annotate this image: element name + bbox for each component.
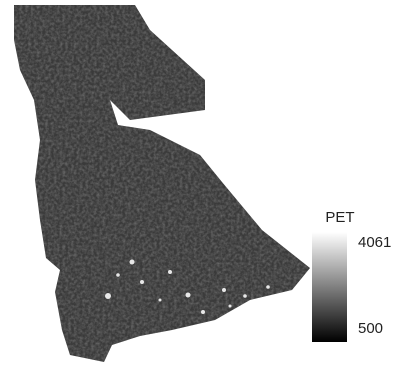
pet-raster [0, 0, 320, 366]
legend-title: PET [325, 209, 354, 226]
map: PET 4061 500 [0, 0, 416, 366]
legend-max: 4061 [358, 234, 391, 251]
colorbar [312, 232, 347, 342]
legend-min: 500 [358, 320, 383, 337]
